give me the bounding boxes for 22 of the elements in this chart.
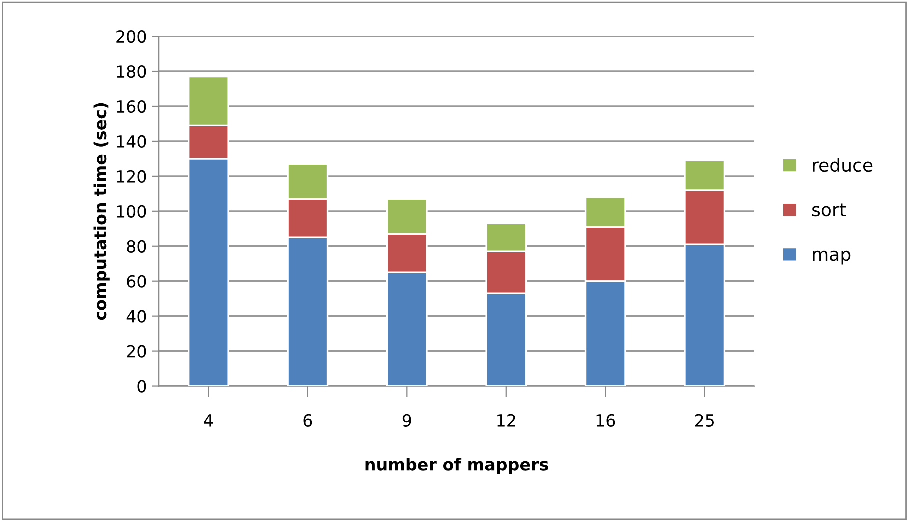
legend-label: sort <box>812 204 846 217</box>
x-tick-label: 12 <box>498 414 516 427</box>
y-tick-label: 40 <box>126 310 146 323</box>
x-tick-label: 16 <box>596 414 616 427</box>
x-tick-label: 9 <box>402 414 412 427</box>
x-tick-label: 25 <box>695 414 714 427</box>
y-tick-label: 140 <box>117 135 146 148</box>
y-tick-label: 80 <box>127 240 146 253</box>
y-tick-label: 160 <box>117 100 146 114</box>
legend-label: map <box>813 250 851 265</box>
y-axis-title: computation time (sec) <box>94 103 110 320</box>
y-tick-label: 120 <box>117 170 146 184</box>
x-tick-label: 6 <box>304 414 312 427</box>
y-tick-label: 200 <box>116 30 146 44</box>
y-tick-label: 180 <box>117 65 146 78</box>
y-tick-label: 20 <box>127 345 146 358</box>
x-tick-label: 4 <box>204 414 214 427</box>
y-tick-label: 100 <box>117 205 146 218</box>
x-axis-title: number of mappers <box>366 458 548 474</box>
legend-label: reduce <box>813 158 873 172</box>
y-tick-label: 60 <box>127 275 146 288</box>
y-tick-label: 0 <box>138 380 146 393</box>
